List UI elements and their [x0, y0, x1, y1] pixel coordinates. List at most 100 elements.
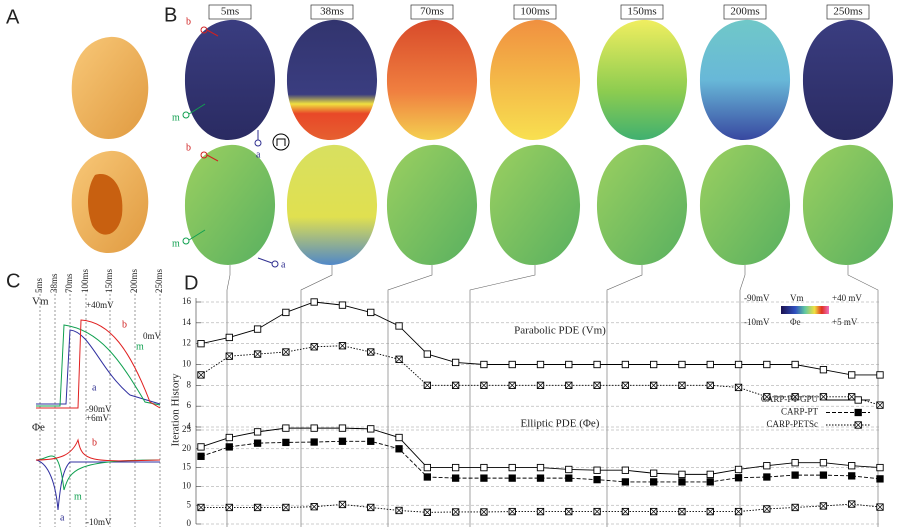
trace-label: Vm: [32, 296, 49, 308]
marker: [792, 472, 798, 478]
marker: [537, 475, 543, 481]
marker: [339, 302, 345, 308]
marker: [820, 472, 826, 478]
heart-vm: [185, 20, 275, 140]
marker: [226, 444, 232, 450]
marker: [254, 326, 260, 332]
marker: [849, 463, 855, 469]
panel-label: A: [6, 6, 20, 28]
time-label: 70ms: [64, 273, 74, 293]
marker: [368, 426, 374, 432]
page: A B C D b m a b m a 5ms 38ms 70ms 100ms …: [0, 0, 899, 527]
legend-marker: [855, 397, 861, 403]
marker: [283, 309, 289, 315]
marker: [650, 470, 656, 476]
marker: [452, 359, 458, 365]
time-label: 38ms: [320, 6, 344, 18]
y-tick-label: 6: [187, 400, 192, 410]
marker: [424, 464, 430, 470]
marker: [764, 361, 770, 367]
marker: [566, 475, 572, 481]
marker: [735, 475, 741, 481]
heart-vm: [490, 20, 580, 140]
site-label: a: [92, 382, 97, 393]
marker: [481, 361, 487, 367]
heart-phie: [287, 145, 377, 265]
marker: [339, 438, 345, 444]
legend-label: CARP-PT: [781, 407, 819, 417]
site-label: a: [256, 149, 261, 160]
site-label: m: [172, 112, 180, 123]
marker: [820, 460, 826, 466]
marker: [650, 361, 656, 367]
marker: [679, 479, 685, 485]
trace-label: +40mV: [86, 300, 114, 310]
marker: [764, 474, 770, 480]
marker: [509, 361, 515, 367]
y-tick-label: 0: [187, 518, 192, 527]
y-tick-label: 10: [182, 480, 192, 490]
marker: [368, 309, 374, 315]
marker: [849, 372, 855, 378]
colorbar-label: Vm: [790, 293, 804, 303]
colorbar-label: -10mV: [744, 317, 770, 327]
marker: [792, 460, 798, 466]
marker: [424, 351, 430, 357]
heart-vm: [803, 20, 893, 140]
marker: [283, 425, 289, 431]
time-label: 150ms: [104, 268, 114, 293]
marker: [679, 361, 685, 367]
marker: [707, 479, 713, 485]
marker: [254, 440, 260, 446]
marker: [311, 439, 317, 445]
y-axis-label: Iteration History: [170, 373, 182, 447]
trace-label: -10mV: [86, 517, 112, 527]
time-label: 70ms: [420, 6, 444, 18]
marker: [650, 479, 656, 485]
y-tick-label: 25: [182, 424, 192, 434]
marker: [566, 361, 572, 367]
trace-label: +6mV: [86, 413, 110, 423]
panel-label: B: [164, 4, 177, 26]
colorbar-label: +40 mV: [832, 293, 862, 303]
marker: [396, 323, 402, 329]
colorbar-label: Φe: [790, 317, 801, 327]
site-label: b: [122, 319, 127, 330]
marker: [509, 475, 515, 481]
heart-phie: [700, 145, 790, 265]
legend-label: CARP-PETSc: [766, 419, 818, 429]
marker: [764, 463, 770, 469]
y-tick-label: 15: [182, 462, 192, 472]
marker: [311, 299, 317, 305]
y-tick-label: 8: [187, 379, 192, 389]
panel-label: D: [184, 272, 198, 294]
marker: [622, 479, 628, 485]
heart-vm: [700, 20, 790, 140]
time-label: 5ms: [221, 6, 239, 18]
marker: [283, 439, 289, 445]
marker: [311, 425, 317, 431]
marker: [509, 464, 515, 470]
time-label: 250ms: [154, 268, 164, 293]
marker: [537, 361, 543, 367]
marker: [198, 340, 204, 346]
marker: [254, 429, 260, 435]
y-tick-label: 14: [182, 317, 192, 327]
marker: [537, 464, 543, 470]
marker: [792, 361, 798, 367]
panel-label: C: [6, 270, 20, 292]
heart-vm: [597, 20, 687, 140]
time-label: 5ms: [34, 277, 44, 293]
heart-model: [72, 37, 149, 139]
trace-label: 0mV: [143, 331, 162, 341]
time-label: 38ms: [49, 273, 59, 293]
marker: [877, 476, 883, 482]
marker: [566, 466, 572, 472]
marker: [820, 367, 826, 373]
heart-vm: [287, 20, 377, 140]
heart-vm: [387, 20, 477, 140]
heart-phie: [803, 145, 893, 265]
colorbar-label: -90mV: [744, 293, 770, 303]
marker: [452, 464, 458, 470]
trace-label: Φe: [32, 422, 45, 434]
